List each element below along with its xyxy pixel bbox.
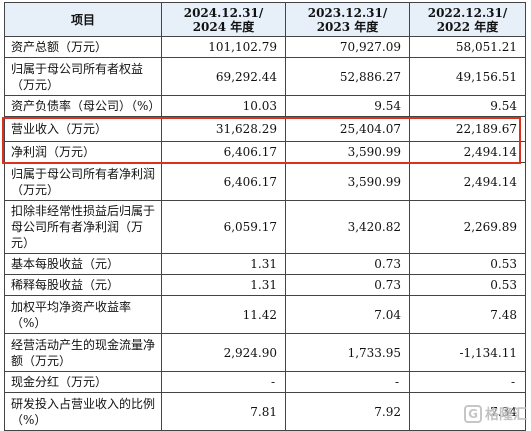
cell-2022: 9.54 — [409, 95, 526, 117]
cell-2022: 7.34 — [409, 392, 526, 431]
table-row: 归属于母公司所有者权益（万元） 69,292.44 52,886.27 49,1… — [4, 57, 526, 96]
table-row: 基本每股收益（元） 1.31 0.73 0.53 — [4, 253, 526, 275]
header-item: 项目 — [4, 2, 162, 37]
table-row: 加权平均净资产收益率（%） 11.42 7.04 7.48 — [4, 295, 526, 334]
row-label: 扣除非经常性损益后归属于母公司所有者净利润（万元） — [4, 200, 162, 254]
cell-2022: - — [409, 371, 526, 393]
cell-2022: -1,134.11 — [409, 333, 526, 372]
cell-2023: 70,927.09 — [285, 36, 410, 58]
cell-2023: 52,886.27 — [285, 57, 410, 96]
table-row: 研发投入占营业收入的比例（%） 7.81 7.92 7.34 — [4, 392, 526, 431]
cell-2022: 22,189.67 — [409, 116, 526, 142]
cell-2024: 6,059.17 — [161, 200, 286, 254]
cell-2023: 7.92 — [285, 392, 410, 431]
financial-data-table: 项目 2024.12.31/2024 年度 2023.12.31/2023 年度… — [4, 2, 526, 431]
watermark: G 格隆汇 — [464, 404, 527, 424]
watermark-text: 格隆汇 — [485, 407, 527, 423]
cell-2023: 0.73 — [285, 253, 410, 275]
row-label: 稀释每股收益（元） — [4, 274, 162, 296]
cell-2022: 58,051.21 — [409, 36, 526, 58]
row-label: 经营活动产生的现金流量净额（万元） — [4, 333, 162, 372]
cell-2022: 2,269.89 — [409, 200, 526, 254]
row-label: 加权平均净资产收益率（%） — [4, 295, 162, 334]
cell-2024: 10.03 — [161, 95, 286, 117]
cell-2023: 9.54 — [285, 95, 410, 117]
row-label: 基本每股收益（元） — [4, 253, 162, 275]
row-label: 营业收入（万元） — [4, 116, 162, 142]
row-label: 研发投入占营业收入的比例（%） — [4, 392, 162, 431]
cell-2023: 25,404.07 — [285, 116, 410, 142]
header-2022: 2022.12.31/2022 年度 — [409, 2, 526, 37]
table-row-highlighted: 营业收入（万元） 31,628.29 25,404.07 22,189.67 — [4, 116, 526, 142]
cell-2022: 2,494.14 — [409, 162, 526, 201]
cell-2024: 101,102.79 — [161, 36, 286, 58]
cell-2023: 7.04 — [285, 295, 410, 334]
cell-2023: 3,590.99 — [285, 141, 410, 163]
cell-2023: - — [285, 371, 410, 393]
cell-2023: 3,590.99 — [285, 162, 410, 201]
row-label: 现金分红（万元） — [4, 371, 162, 393]
cell-2024: 6,406.17 — [161, 162, 286, 201]
table-row: 扣除非经常性损益后归属于母公司所有者净利润（万元） 6,059.17 3,420… — [4, 200, 526, 254]
cell-2022: 49,156.51 — [409, 57, 526, 96]
table-row: 经营活动产生的现金流量净额（万元） 2,924.90 1,733.95 -1,1… — [4, 333, 526, 372]
cell-2022: 0.53 — [409, 253, 526, 275]
row-label: 归属于母公司所有者净利润（万元） — [4, 162, 162, 201]
header-2024: 2024.12.31/2024 年度 — [161, 2, 286, 37]
row-label: 资产负债率（母公司）（%） — [4, 95, 162, 117]
table-row: 资产负债率（母公司）（%） 10.03 9.54 9.54 — [4, 95, 526, 117]
table-header-row: 项目 2024.12.31/2024 年度 2023.12.31/2023 年度… — [4, 2, 526, 37]
header-2023: 2023.12.31/2023 年度 — [285, 2, 410, 37]
cell-2024: 31,628.29 — [161, 116, 286, 142]
cell-2024: 11.42 — [161, 295, 286, 334]
row-label: 资产总额（万元） — [4, 36, 162, 58]
cell-2024: 2,924.90 — [161, 333, 286, 372]
cell-2023: 1,733.95 — [285, 333, 410, 372]
cell-2024: 7.81 — [161, 392, 286, 431]
cell-2023: 3,420.82 — [285, 200, 410, 254]
cell-2022: 7.48 — [409, 295, 526, 334]
cell-2023: 0.73 — [285, 274, 410, 296]
table-row: 归属于母公司所有者净利润（万元） 6,406.17 3,590.99 2,494… — [4, 162, 526, 201]
row-label: 净利润（万元） — [4, 141, 162, 163]
cell-2024: - — [161, 371, 286, 393]
cell-2024: 1.31 — [161, 274, 286, 296]
cell-2024: 6,406.17 — [161, 141, 286, 163]
table-row: 现金分红（万元） - - - — [4, 371, 526, 393]
cell-2022: 2,494.14 — [409, 141, 526, 163]
table-row: 稀释每股收益（元） 1.31 0.73 0.53 — [4, 274, 526, 296]
table-row-highlighted: 净利润（万元） 6,406.17 3,590.99 2,494.14 — [4, 141, 526, 163]
cell-2024: 69,292.44 — [161, 57, 286, 96]
table-row: 资产总额（万元） 101,102.79 70,927.09 58,051.21 — [4, 36, 526, 58]
cell-2022: 0.53 — [409, 274, 526, 296]
row-label: 归属于母公司所有者权益（万元） — [4, 57, 162, 96]
gelonghui-logo-icon: G — [464, 405, 482, 423]
cell-2024: 1.31 — [161, 253, 286, 275]
